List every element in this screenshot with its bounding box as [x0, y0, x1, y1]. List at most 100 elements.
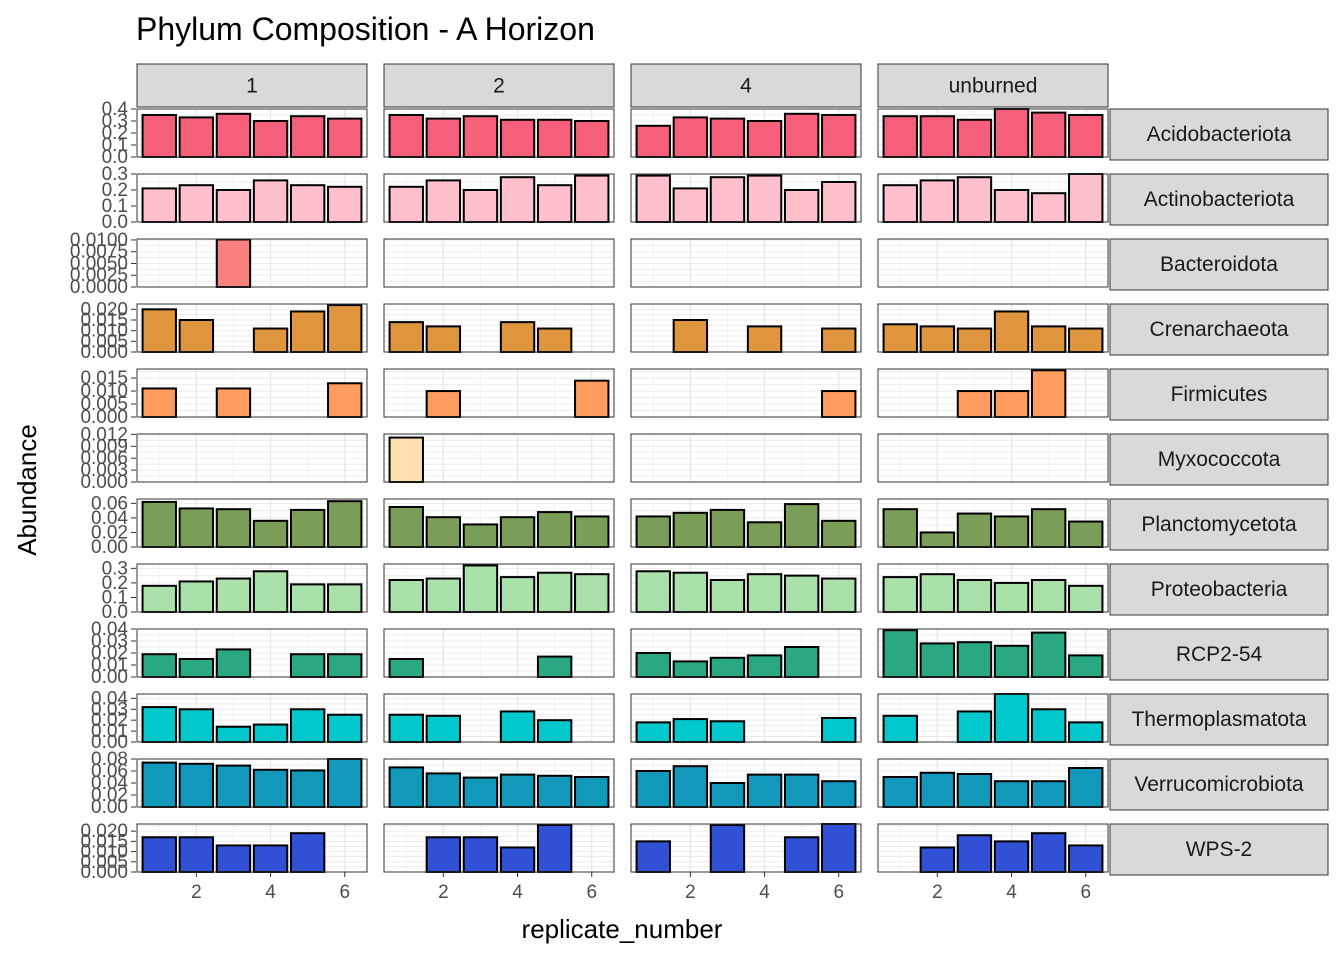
- bar: [388, 579, 424, 613]
- x-tick-label: 2: [191, 882, 202, 903]
- bar: [635, 721, 671, 744]
- bar: [1030, 508, 1067, 549]
- bar: [882, 184, 918, 223]
- bar: [499, 576, 536, 613]
- facet-panel: [136, 758, 368, 809]
- bar: [956, 176, 993, 223]
- bar: [956, 512, 993, 549]
- facet-panel: [136, 433, 368, 483]
- facet-panel: [136, 628, 368, 679]
- y-tick-label: 0.0075: [70, 242, 128, 263]
- bar: [141, 114, 177, 158]
- panel-border: [630, 238, 862, 288]
- bar: [252, 570, 289, 613]
- bar: [1030, 192, 1067, 223]
- bar: [536, 118, 573, 159]
- bar: [388, 766, 424, 809]
- facet-strip-top: [136, 63, 368, 108]
- bar: [536, 774, 573, 808]
- bar: [574, 174, 610, 224]
- y-tick-label: 0.00: [91, 797, 128, 818]
- bar: [956, 579, 993, 613]
- x-tick-label: 2: [438, 882, 449, 903]
- bar: [215, 577, 252, 614]
- phylum-label: Firmicutes: [1171, 383, 1268, 406]
- facet-panel: [630, 693, 862, 744]
- bar: [672, 765, 709, 809]
- bar: [252, 844, 289, 874]
- bar: [536, 824, 573, 874]
- bar: [215, 112, 252, 159]
- bar: [919, 846, 956, 874]
- y-tick-label: 0.020: [80, 821, 128, 842]
- facet-panel: [630, 498, 862, 549]
- facet-strip-right: [1109, 108, 1329, 161]
- bar: [919, 115, 956, 158]
- facet-strip-right: [1109, 433, 1329, 486]
- bar: [821, 114, 857, 158]
- facet-panel: [877, 368, 1109, 419]
- bar: [178, 184, 215, 223]
- panel-border: [877, 498, 1109, 548]
- bar: [252, 519, 289, 548]
- bar: [672, 571, 709, 614]
- phylum-label: WPS-2: [1186, 838, 1253, 861]
- panel-border: [383, 628, 615, 678]
- y-tick-label: 0.00: [91, 537, 128, 558]
- facet-panel: [877, 498, 1109, 549]
- bar: [821, 717, 857, 743]
- panel-border: [383, 498, 615, 548]
- facet-panel: [383, 758, 615, 809]
- y-tick-label: 0.012: [80, 424, 128, 445]
- bar: [425, 714, 462, 743]
- bar: [215, 238, 252, 288]
- y-tick-label: 0.006: [80, 448, 128, 469]
- panel-border: [630, 498, 862, 548]
- bar: [289, 832, 326, 873]
- panel-border: [383, 563, 615, 613]
- facet-panel: [383, 433, 615, 484]
- bar: [993, 189, 1030, 223]
- bar: [425, 577, 462, 614]
- y-tick-label: 0.01: [91, 655, 128, 676]
- bar: [635, 515, 671, 548]
- bar: [993, 581, 1030, 614]
- facet-panel: [877, 823, 1109, 874]
- x-tick-label: 2: [932, 882, 943, 903]
- facet-panel: [136, 823, 368, 874]
- bar: [1068, 327, 1104, 353]
- y-tick-label: 0.0000: [70, 277, 128, 298]
- y-tick-label: 0.005: [80, 331, 128, 352]
- bar: [672, 319, 709, 353]
- bar: [462, 189, 499, 223]
- panel-border: [877, 758, 1109, 808]
- panel-border: [383, 303, 615, 353]
- bar: [1030, 325, 1067, 353]
- panel-border: [136, 433, 368, 483]
- bar: [882, 508, 918, 549]
- bar: [425, 390, 462, 418]
- x-tick-label: 4: [512, 882, 523, 903]
- bar: [882, 714, 918, 743]
- facet-panel: [383, 173, 615, 224]
- bar: [536, 511, 573, 548]
- bar: [709, 176, 746, 223]
- bar: [388, 506, 424, 548]
- y-tick-label: 0.3: [102, 164, 128, 185]
- y-tick-label: 0.0050: [70, 253, 128, 274]
- bar: [993, 310, 1030, 354]
- bar: [388, 658, 424, 678]
- bar: [1030, 111, 1067, 158]
- panel-border: [383, 823, 615, 873]
- y-tick-label: 0.2: [102, 123, 128, 144]
- bar: [635, 570, 671, 613]
- bar: [1068, 844, 1104, 874]
- bar: [289, 708, 326, 743]
- bar: [956, 118, 993, 159]
- bar: [746, 573, 783, 614]
- bar: [499, 710, 536, 743]
- facet-panel: [383, 563, 615, 614]
- panel-border: [383, 433, 615, 483]
- bar: [993, 515, 1030, 548]
